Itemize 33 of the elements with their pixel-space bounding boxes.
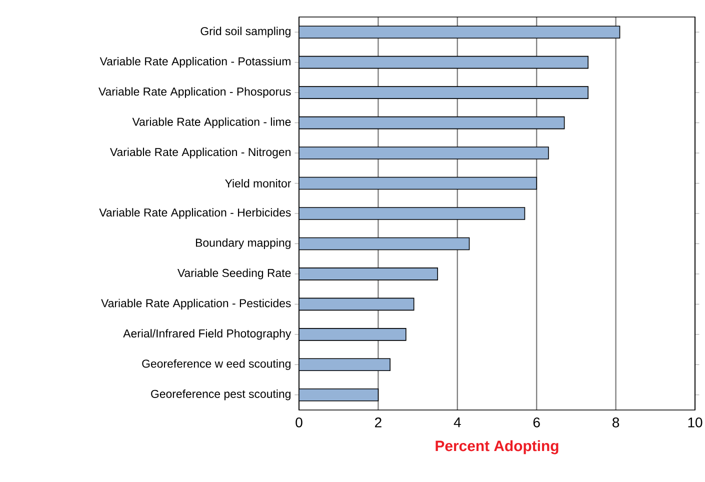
x-tick-label: 10 bbox=[688, 418, 702, 428]
bar bbox=[299, 176, 538, 190]
bar bbox=[299, 116, 565, 130]
x-tick-label: 2 bbox=[375, 418, 382, 428]
y-tick-label: Grid soil sampling bbox=[200, 26, 290, 38]
bar bbox=[299, 207, 526, 220]
x-tick-label: 8 bbox=[612, 418, 620, 428]
bar bbox=[299, 237, 470, 250]
y-tick-label: Variable Rate Application - Herbicides bbox=[99, 208, 291, 219]
bar bbox=[299, 146, 549, 160]
x-tick-label: 4 bbox=[454, 418, 461, 428]
x-tick-label: 0 bbox=[296, 418, 302, 428]
y-tick-label: Georeference pest scouting bbox=[151, 390, 290, 400]
y-tick-label: Variable Seeding Rate bbox=[177, 268, 291, 280]
y-tick-label: Variable Rate Application - lime bbox=[132, 117, 291, 128]
x-axis-title: Percent Adopting bbox=[436, 440, 558, 454]
bar bbox=[299, 358, 390, 372]
y-tick-label: Variable Rate Application - Pesticides bbox=[101, 298, 291, 310]
bar bbox=[299, 298, 414, 311]
bar bbox=[299, 268, 438, 280]
bar bbox=[299, 328, 406, 341]
y-tick-label: Yield monitor bbox=[225, 179, 292, 188]
y-tick-label: Boundary mapping bbox=[196, 238, 290, 250]
bar bbox=[299, 86, 588, 99]
bar bbox=[299, 26, 620, 39]
x-tick-label: 6 bbox=[533, 418, 540, 428]
bar bbox=[299, 388, 379, 402]
y-tick-label: Variable Rate Application - Potassium bbox=[100, 57, 290, 68]
y-tick-label: Aerial/Infrared Field Photography bbox=[123, 329, 292, 340]
y-tick-label: Variable Rate Application - Phosporus bbox=[98, 87, 291, 98]
y-tick-label: Georeference w eed scouting bbox=[142, 359, 290, 370]
bar bbox=[299, 56, 588, 69]
y-tick-label: Variable Rate Application - Nitrogen bbox=[110, 148, 290, 158]
